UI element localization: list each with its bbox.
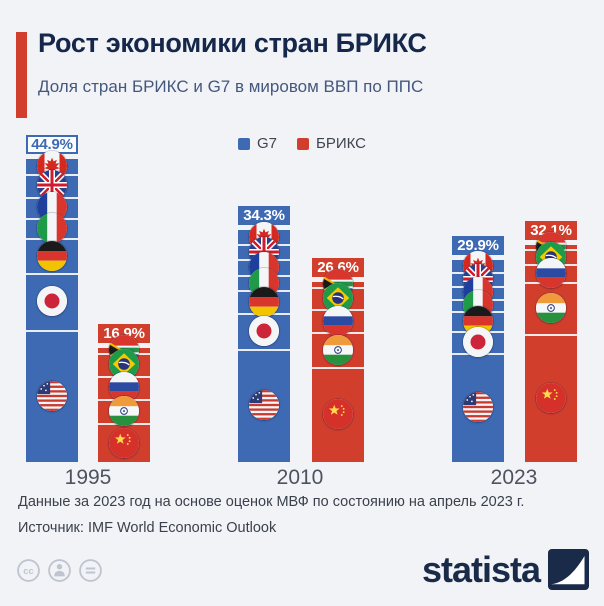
statista-mark-icon <box>548 549 589 590</box>
statista-logo[interactable]: statista <box>422 549 589 590</box>
no-derivatives-icon[interactable] <box>78 558 103 583</box>
china-flag-icon <box>536 382 566 413</box>
india-flag-icon <box>536 293 566 324</box>
chart-subtitle: Доля стран БРИКС и G7 в мировом ВВП по П… <box>38 77 424 96</box>
attribution-icon[interactable] <box>47 558 72 583</box>
india-flag-icon <box>109 395 139 426</box>
russia-flag-icon <box>323 305 353 336</box>
legend-label-g7: G7 <box>256 135 277 152</box>
legend-item-g7: G7 <box>237 135 277 152</box>
usa-flag-icon <box>249 390 279 421</box>
segment-divider <box>238 348 290 351</box>
year-label-1995: 1995 <box>64 466 112 489</box>
value-label-g7-2023: 29.9% <box>452 236 504 255</box>
japan-flag-icon <box>37 286 67 317</box>
germany-flag-icon <box>249 286 279 317</box>
source-line: Источник: IMF World Economic Outlook <box>18 520 277 536</box>
legend-label-brics: БРИКС <box>315 135 367 152</box>
segment-divider <box>26 273 78 276</box>
japan-flag-icon <box>463 326 493 357</box>
svg-text:cc: cc <box>23 566 33 576</box>
germany-flag-icon <box>37 240 67 271</box>
value-label-g7-1995: 44.9% <box>26 135 78 154</box>
year-label-2023: 2023 <box>490 466 538 489</box>
china-flag-icon <box>109 427 139 458</box>
footnote: Данные за 2023 год на основе оценок МВФ … <box>18 494 525 510</box>
segment-divider <box>26 329 78 332</box>
italy-flag-icon <box>37 212 67 243</box>
russia-flag-icon <box>536 258 566 288</box>
g7-color-swatch <box>237 137 250 150</box>
india-flag-icon <box>323 334 353 365</box>
license-icons: cc <box>16 558 103 583</box>
japan-flag-icon <box>249 315 279 346</box>
title-accent-bar <box>16 32 27 118</box>
statista-wordmark: statista <box>421 549 541 590</box>
segment-divider <box>312 367 364 370</box>
legend-item-brics: БРИКС <box>296 135 367 152</box>
brics-color-swatch <box>296 137 309 150</box>
segment-divider <box>525 334 577 337</box>
legend: G7 БРИКС <box>0 135 604 152</box>
year-label-2010: 2010 <box>276 466 324 489</box>
china-flag-icon <box>323 399 353 430</box>
usa-flag-icon <box>463 392 493 423</box>
cc-license-icon[interactable]: cc <box>16 558 41 583</box>
value-label-g7-2010: 34.3% <box>238 206 290 225</box>
chart-title: Рост экономики стран БРИКС <box>38 28 427 58</box>
usa-flag-icon <box>37 380 67 411</box>
